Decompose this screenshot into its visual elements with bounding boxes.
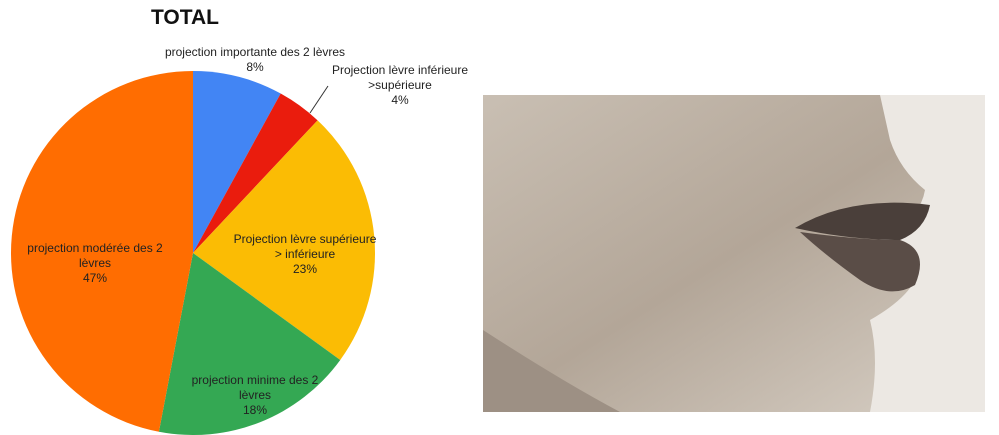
slice-label: Projection lèvre supérieure > inférieure… (230, 232, 380, 277)
category-label: Projection lèvre inférieure >supérieure (331, 63, 469, 92)
slice-label: Projection lèvre inférieure >supérieure 4… (330, 63, 470, 108)
slice-label: projection minime des 2 lèvres 18% (180, 373, 330, 418)
pie-slice (193, 120, 376, 360)
value-label: 18% (242, 403, 268, 417)
photo (483, 95, 985, 412)
value-label: 8% (246, 60, 264, 74)
category-label: projection importante des 2 lèvres (164, 45, 346, 59)
pie-slice (158, 253, 341, 435)
slice-label: projection modérée des 2 lèvres 47% (10, 241, 180, 286)
pie-slice (10, 70, 194, 432)
pie-slice (193, 71, 281, 253)
category-label: Projection lèvre supérieure > inférieure (233, 232, 377, 261)
category-label: projection minime des 2 lèvres (191, 373, 319, 402)
category-label: projection modérée des 2 lèvres (27, 241, 163, 270)
value-label: 23% (292, 262, 318, 276)
value-label: 4% (391, 93, 409, 107)
value-label: 47% (82, 271, 108, 285)
leader-line (309, 85, 329, 114)
chart-title: TOTAL (150, 6, 220, 29)
slice-label: projection importante des 2 lèvres 8% (125, 45, 385, 75)
pie-slice (193, 93, 318, 254)
